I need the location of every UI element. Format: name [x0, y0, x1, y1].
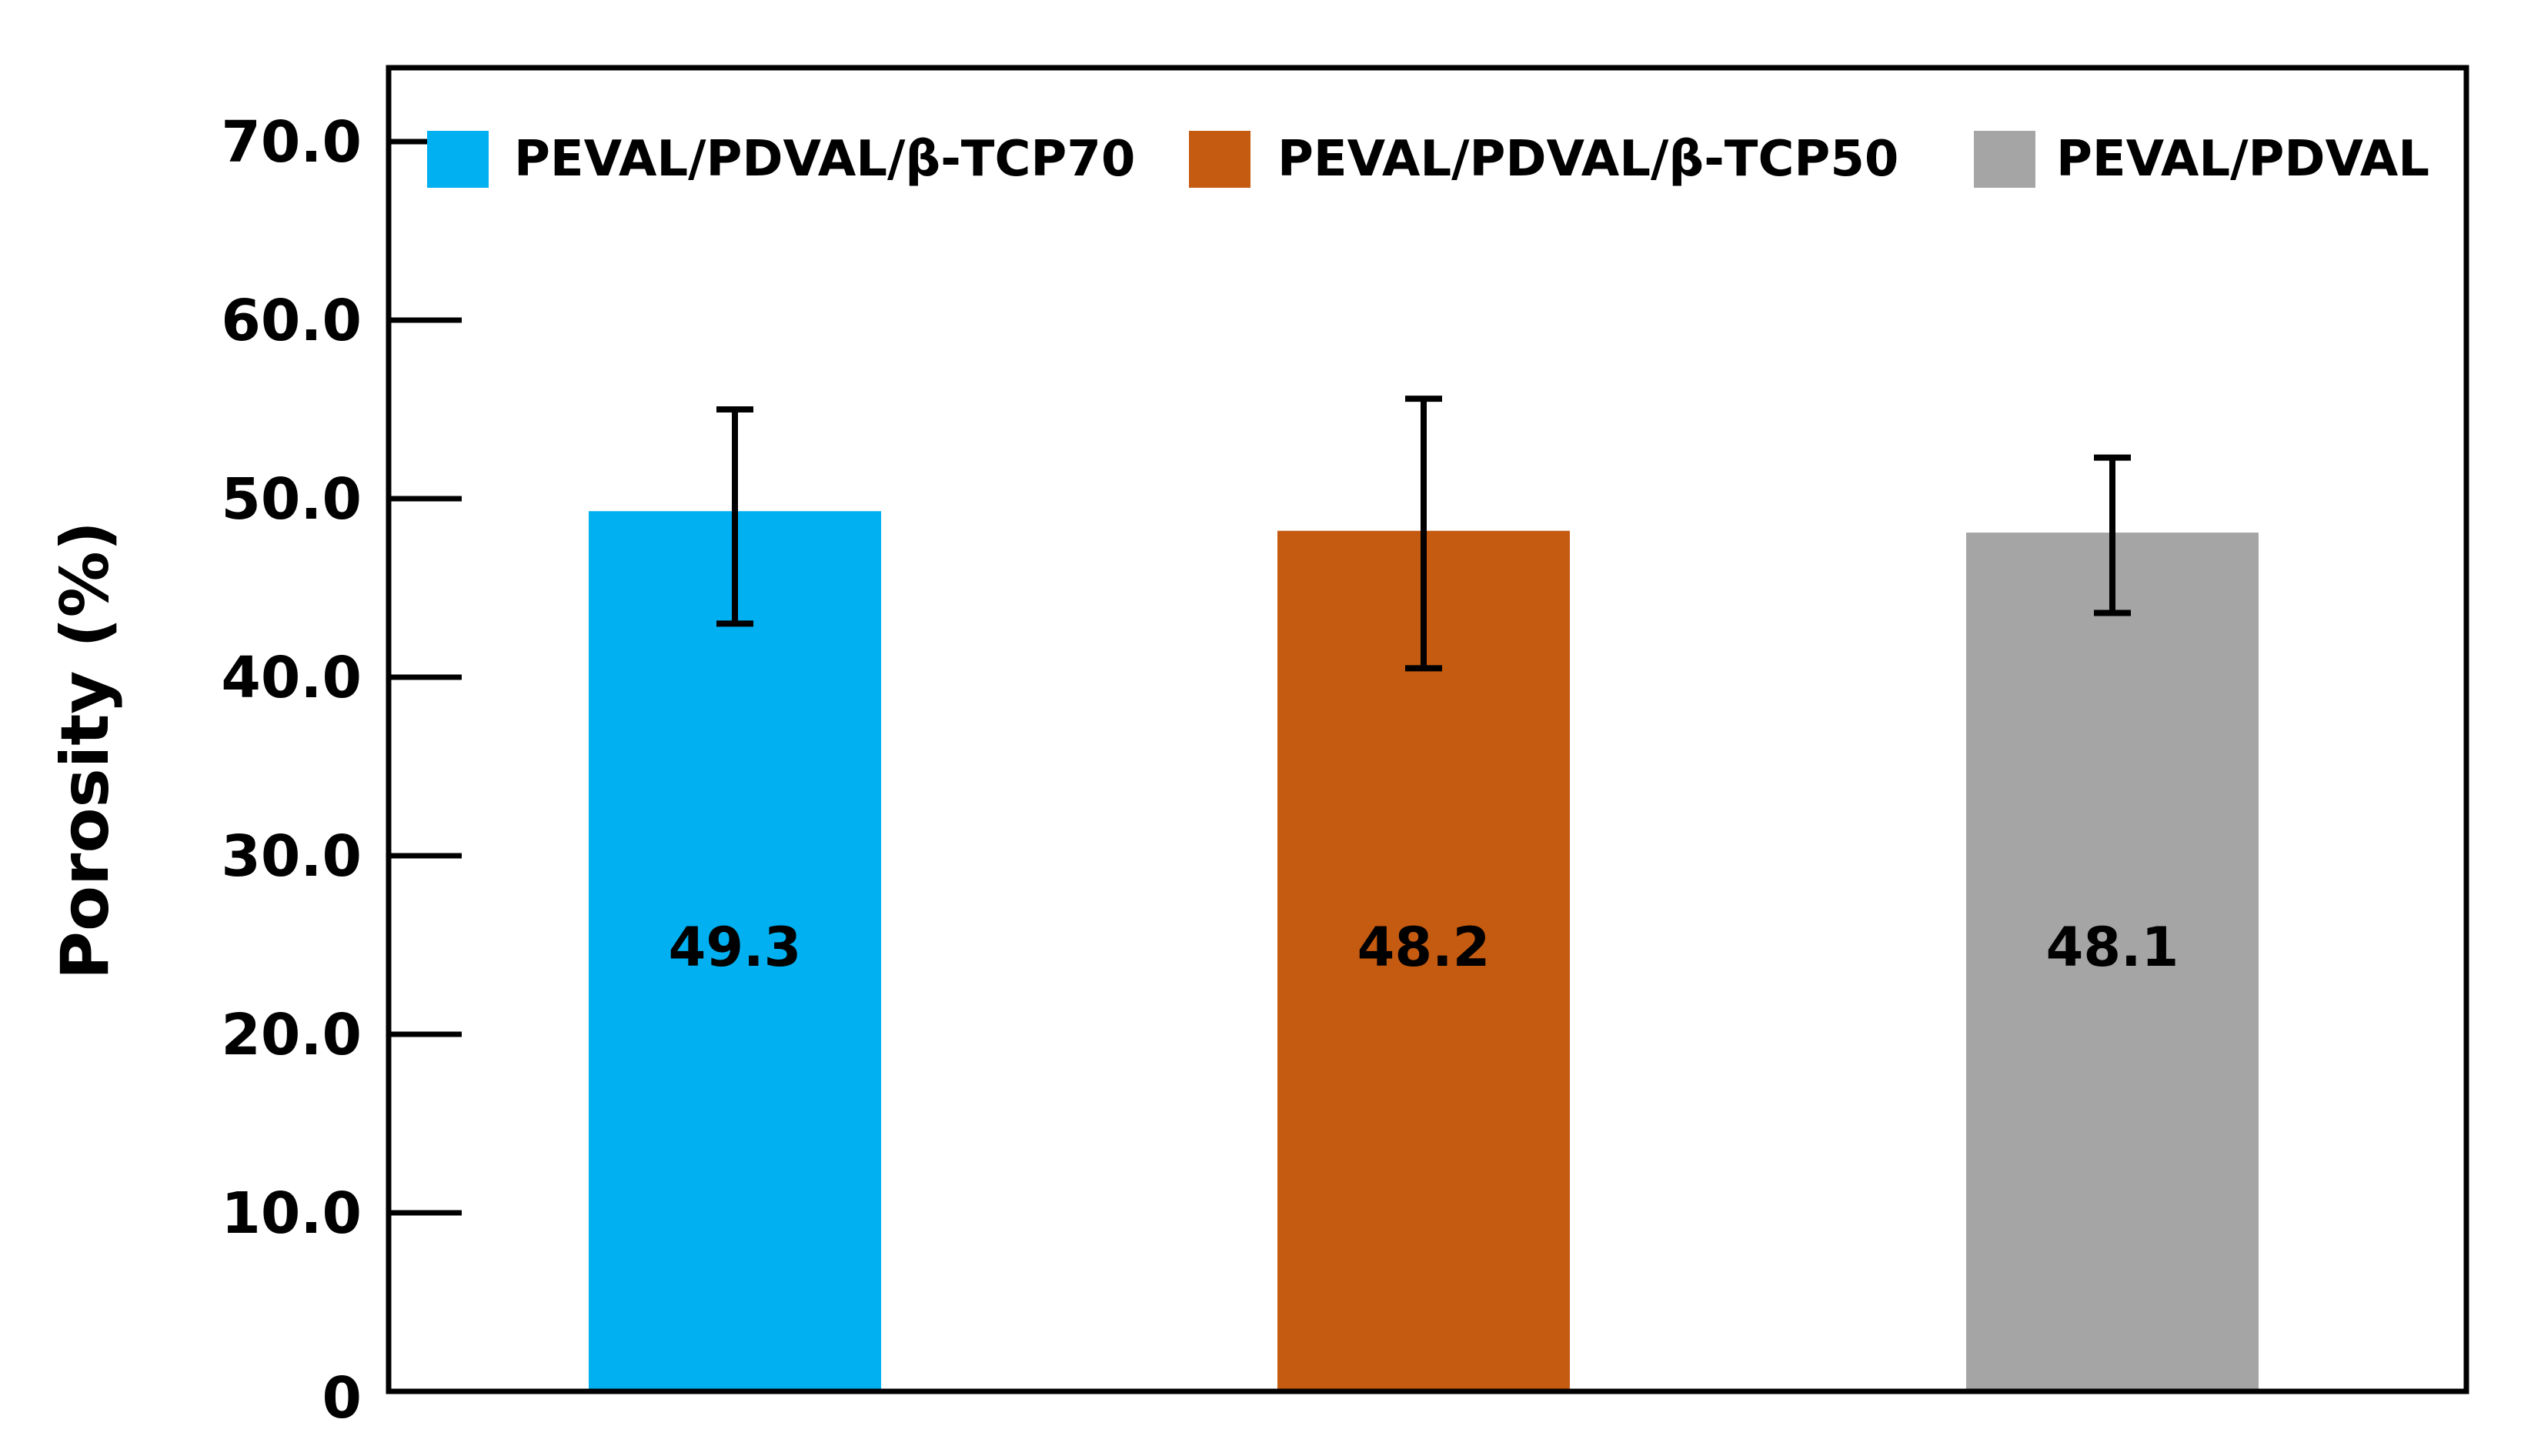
- data-labels-layer: 49.3 48.2 48.1: [669, 916, 2179, 979]
- bar-1: [589, 511, 881, 1391]
- legend-label-1: PEVAL/PDVAL/β-TCP70: [514, 131, 1135, 188]
- bar-value-label-1: 49.3: [669, 916, 802, 979]
- y-tick-label-0: 0: [322, 1365, 362, 1431]
- error-bar-3: [2094, 454, 2131, 616]
- y-tick-label-5: 50.0: [221, 466, 362, 533]
- axes-layer: 0 10.0 20.0 30.0 40.0 50.0 60.0 70.0: [221, 65, 2469, 1431]
- legend-label-3: PEVAL/PDVAL: [2056, 131, 2429, 188]
- bar-2: [1277, 530, 1570, 1391]
- y-tick-label-1: 10.0: [221, 1180, 362, 1247]
- legend-swatch-2: [1189, 131, 1250, 188]
- y-tick-label-2: 20.0: [221, 1002, 362, 1068]
- legend-swatch-1: [427, 131, 489, 188]
- legend: PEVAL/PDVAL/β-TCP70 PEVAL/PDVAL/β-TCP50 PE…: [427, 131, 2429, 188]
- legend-item-3: PEVAL/PDVAL: [1974, 131, 2429, 188]
- legend-item-1: PEVAL/PDVAL/β-TCP70: [427, 131, 1135, 188]
- legend-item-2: PEVAL/PDVAL/β-TCP50: [1189, 131, 1898, 188]
- bars-layer: [589, 511, 2259, 1391]
- bar-value-label-2: 48.2: [1357, 916, 1491, 979]
- y-tick-label-3: 30.0: [221, 823, 362, 890]
- y-tick-label-7: 70.0: [221, 109, 362, 175]
- bar-value-label-3: 48.1: [2046, 916, 2179, 979]
- legend-label-2: PEVAL/PDVAL/β-TCP50: [1277, 131, 1898, 188]
- y-tick-label-6: 60.0: [221, 288, 362, 354]
- legend-swatch-3: [1974, 131, 2035, 188]
- bar-3: [1966, 533, 2259, 1391]
- y-axis-title: Porosity (%): [47, 521, 124, 980]
- plot-frame: [386, 65, 2469, 1394]
- y-tick-label-4: 40.0: [221, 645, 362, 711]
- error-bar-2: [1405, 396, 1442, 672]
- error-bars-layer: [716, 396, 2131, 672]
- error-bar-1: [716, 406, 753, 627]
